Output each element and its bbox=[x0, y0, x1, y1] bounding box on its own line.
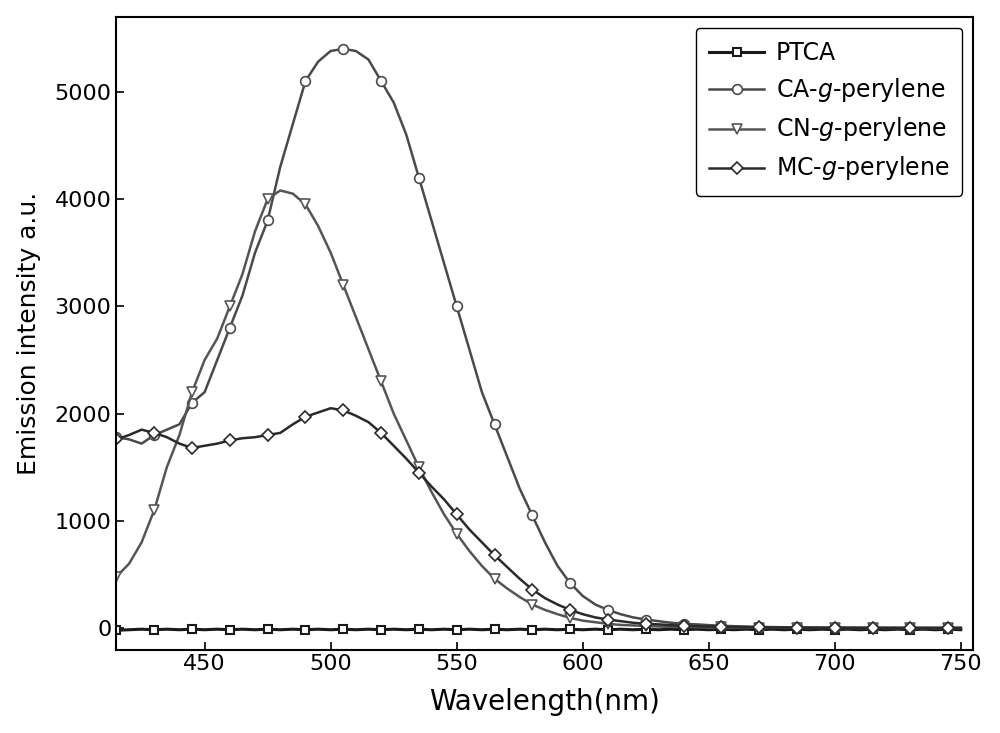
MC-$g$-perylene bbox=[867, 624, 879, 633]
CA-$g$-perylene bbox=[690, 620, 702, 629]
CN-$g$-perylene bbox=[110, 572, 122, 581]
PTCA bbox=[136, 625, 148, 633]
CA-$g$-perylene bbox=[955, 624, 967, 633]
CA-$g$-perylene bbox=[867, 623, 879, 632]
PTCA bbox=[602, 625, 614, 634]
CA-$g$-perylene bbox=[892, 623, 904, 632]
PTCA bbox=[879, 625, 891, 634]
CA-$g$-perylene bbox=[791, 623, 803, 632]
CA-$g$-perylene bbox=[337, 45, 349, 54]
MC-$g$-perylene bbox=[791, 623, 803, 632]
CA-$g$-perylene bbox=[110, 432, 122, 441]
MC-$g$-perylene bbox=[904, 624, 916, 633]
MC-$g$-perylene bbox=[690, 622, 702, 630]
CA-$g$-perylene bbox=[728, 622, 740, 630]
Line: PTCA: PTCA bbox=[112, 625, 965, 635]
CN-$g$-perylene bbox=[728, 623, 740, 632]
CA-$g$-perylene bbox=[904, 624, 916, 633]
MC-$g$-perylene bbox=[728, 622, 740, 631]
CN-$g$-perylene bbox=[892, 624, 904, 633]
CN-$g$-perylene bbox=[841, 624, 853, 633]
MC-$g$-perylene bbox=[879, 624, 891, 633]
PTCA bbox=[476, 625, 488, 634]
MC-$g$-perylene bbox=[955, 624, 967, 633]
X-axis label: Wavelength(nm): Wavelength(nm) bbox=[429, 688, 660, 716]
CN-$g$-perylene bbox=[904, 624, 916, 633]
CN-$g$-perylene bbox=[879, 624, 891, 633]
CN-$g$-perylene bbox=[791, 624, 803, 633]
Legend: PTCA, CA-$g$-perylene, CN-$g$-perylene, MC-$g$-perylene: PTCA, CA-$g$-perylene, CN-$g$-perylene, … bbox=[696, 28, 962, 196]
MC-$g$-perylene bbox=[110, 435, 122, 443]
PTCA bbox=[325, 625, 337, 634]
CA-$g$-perylene bbox=[879, 623, 891, 632]
CN-$g$-perylene bbox=[274, 186, 286, 195]
PTCA bbox=[312, 625, 324, 633]
PTCA bbox=[615, 625, 627, 633]
PTCA bbox=[955, 625, 967, 634]
MC-$g$-perylene bbox=[892, 624, 904, 633]
Y-axis label: Emission intensity a.u.: Emission intensity a.u. bbox=[17, 191, 41, 475]
Line: MC-$g$-perylene: MC-$g$-perylene bbox=[112, 404, 965, 632]
CN-$g$-perylene bbox=[955, 624, 967, 633]
Line: CN-$g$-perylene: CN-$g$-perylene bbox=[112, 185, 966, 633]
MC-$g$-perylene bbox=[325, 404, 337, 413]
PTCA bbox=[110, 626, 122, 635]
CN-$g$-perylene bbox=[690, 623, 702, 632]
Line: CA-$g$-perylene: CA-$g$-perylene bbox=[112, 44, 966, 633]
